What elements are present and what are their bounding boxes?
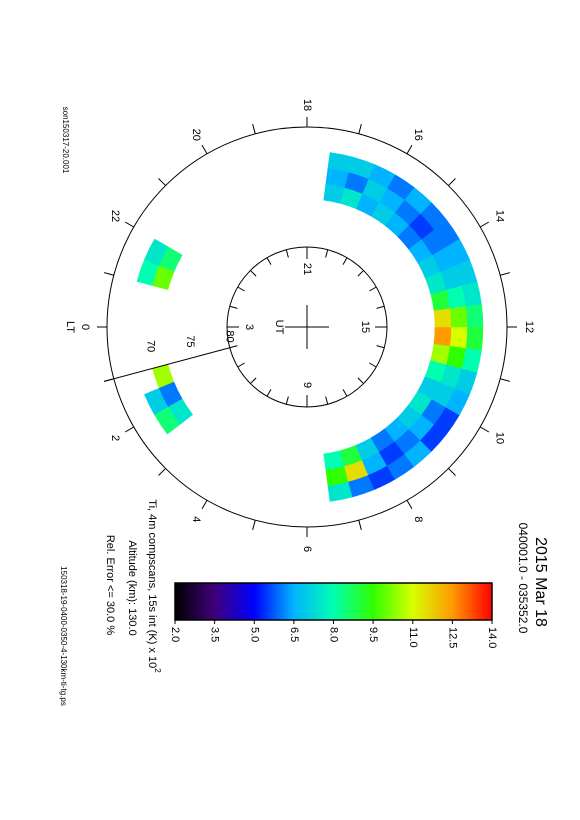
lt-minor-tick <box>358 124 362 134</box>
ut-minor-tick <box>285 396 289 405</box>
colorbar-tick-label: 9.5 <box>367 627 379 642</box>
data-cell <box>449 326 468 349</box>
ut-tick-label: 21 <box>301 263 313 275</box>
lat-tick-label: 80 <box>224 330 236 342</box>
colorbar-tick-label: 6.5 <box>288 627 300 642</box>
ut-minor-tick <box>229 345 238 349</box>
lt-minor-tick <box>252 124 256 134</box>
ut-minor-tick <box>369 362 377 368</box>
lt-tick-label: 8 <box>412 516 424 522</box>
ut-minor-tick <box>369 286 377 292</box>
lt-tick-label: 14 <box>493 210 505 222</box>
subtitle: 040001.0 - 035352.0 <box>516 523 530 634</box>
lt-minor-tick <box>448 468 456 476</box>
ut-tick-label: 15 <box>359 321 371 333</box>
lt-tick-label: 0 <box>79 324 91 330</box>
lt-tick <box>479 426 490 433</box>
lt-minor-tick <box>500 272 510 276</box>
colorbar-tick-label: 11.0 <box>407 627 419 648</box>
lat-axis <box>104 347 230 382</box>
colorbar-label: Ti, 4m compscans, 15s int (K) x 102 <box>146 499 162 673</box>
ut-minor-tick <box>357 377 364 384</box>
lt-tick <box>406 499 413 510</box>
lt-minor-tick <box>158 178 166 186</box>
lt-tick-label: 2 <box>109 435 121 441</box>
lt-tick-label: 10 <box>493 432 505 444</box>
lt-tick-label: 18 <box>301 99 313 111</box>
lt-tick-label: 20 <box>190 129 202 141</box>
colorbar-tick-label: 5.0 <box>248 627 260 642</box>
ut-minor-tick <box>237 362 245 368</box>
lt-minor-tick <box>448 178 456 186</box>
colorbar <box>174 582 493 621</box>
ut-minor-tick <box>250 377 257 384</box>
lt-tick-label: 12 <box>523 321 535 333</box>
run-id: son150317-20.001 <box>61 107 70 174</box>
colorbar-tick-label: 3.5 <box>209 627 221 642</box>
ut-minor-tick <box>266 257 272 265</box>
ut-minor-tick <box>325 396 329 405</box>
ut-minor-tick <box>376 305 385 309</box>
ut-tick-label: 9 <box>301 382 313 388</box>
ut-minor-tick <box>357 270 364 277</box>
lt-tick <box>479 221 490 228</box>
lt-label: LT <box>64 321 76 333</box>
lt-tick-label: 4 <box>190 516 202 522</box>
lat-tick-label: 70 <box>144 340 156 352</box>
landscape-plot: 2015 Mar 18 040001.0 - 035352.0 Ti, 4m c… <box>59 99 549 706</box>
data-cell <box>323 183 345 204</box>
data-cell <box>168 398 194 425</box>
lt-tick <box>124 426 135 433</box>
error-limit: Rel. Error <= 30.0 % <box>104 535 116 635</box>
ut-minor-tick <box>376 345 385 349</box>
ut-minor-tick <box>285 249 289 258</box>
lt-tick <box>124 221 135 228</box>
lt-tick-label: 22 <box>109 210 121 222</box>
title: 2015 Mar 18 <box>532 537 549 627</box>
colorbar-label-text: Ti, 4m compscans, 15s int (K) x 10 <box>146 499 158 668</box>
ut-minor-tick <box>237 286 245 292</box>
ut-minor-tick <box>342 257 348 265</box>
filename: 150318-19-0400-0350-4-130km-ti-tg.ps <box>59 566 68 706</box>
ut-label: UT <box>273 320 285 335</box>
colorbar-label-exponent: 2 <box>153 668 162 673</box>
lt-minor-tick <box>104 272 114 276</box>
lt-tick <box>201 144 208 155</box>
ut-minor-tick <box>342 389 348 397</box>
data-cell <box>465 326 484 351</box>
ut-minor-tick <box>250 270 257 277</box>
data-cell <box>433 326 452 347</box>
lt-minor-tick <box>252 520 256 530</box>
data-cell <box>449 305 468 328</box>
lt-tick-label: 6 <box>301 546 313 552</box>
colorbar-tick-label: 12.5 <box>446 627 458 648</box>
data-cell <box>465 303 484 328</box>
lt-minor-tick <box>158 468 166 476</box>
lt-minor-tick <box>500 378 510 382</box>
lat-tick-label: 75 <box>184 335 196 347</box>
data-cell <box>433 307 452 328</box>
lt-minor-tick <box>358 520 362 530</box>
colorbar-tick-label: 2.0 <box>169 627 181 642</box>
ut-minor-tick <box>266 389 272 397</box>
altitude: Altitude (km): 130.0 <box>126 540 138 635</box>
colorbar-tick-label: 14.0 <box>486 627 498 648</box>
ut-tick-label: 3 <box>243 324 255 330</box>
lt-tick <box>406 144 413 155</box>
lt-tick <box>201 499 208 510</box>
colorbar-tick-label: 8.0 <box>328 627 340 642</box>
lt-tick-label: 16 <box>412 129 424 141</box>
ut-minor-tick <box>325 249 329 258</box>
data-cell <box>152 265 175 291</box>
ut-minor-tick <box>229 305 238 309</box>
